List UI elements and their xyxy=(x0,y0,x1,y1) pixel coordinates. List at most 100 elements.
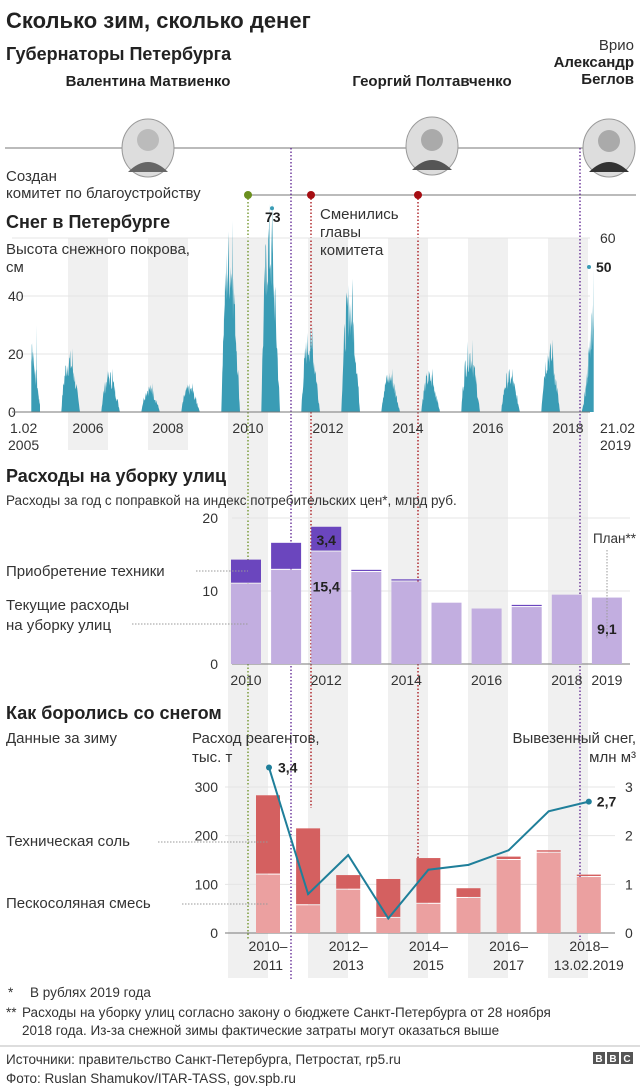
bar-current-2018 xyxy=(551,594,582,664)
bar-current-2012 xyxy=(311,551,342,664)
footnote-2-line2: 2018 года. Из-за снежной зимы фактически… xyxy=(22,1023,499,1038)
y-tick-label-right: 3 xyxy=(625,779,633,795)
snow-area-2012–2013 xyxy=(341,278,360,412)
reagents-ylabel-left-2: тыс. т xyxy=(192,749,232,766)
x-tick-label: 2010– xyxy=(249,938,288,954)
x-tick-label: 2017 xyxy=(493,957,524,973)
snow-removed-point xyxy=(467,863,470,866)
snow-title: Снег в Петербурге xyxy=(6,212,170,232)
governor-beglov-name2: Беглов xyxy=(581,71,634,88)
portrait-matvienko xyxy=(121,118,175,178)
bar-current-2016 xyxy=(471,608,502,664)
bar-sand-salt-2012–2013 xyxy=(336,889,361,933)
x-tick-label: 2016– xyxy=(489,938,528,954)
snow-removed-point xyxy=(387,917,390,920)
year-band xyxy=(468,238,508,978)
x-tick-label: 2016 xyxy=(471,672,502,688)
y-tick-label: 20 xyxy=(202,510,218,526)
bar-current-2019 xyxy=(591,597,622,664)
snow-area-2007–2008 xyxy=(141,383,160,412)
spending-subtitle: Расходы за год с поправкой на индекс пот… xyxy=(6,493,457,508)
snow-area-2018–2019 xyxy=(581,267,594,412)
committee-change-dot xyxy=(414,191,422,199)
bar-current-2013 xyxy=(351,572,382,664)
reagents-ylabel-right-1: Вывезенный снег, xyxy=(513,730,636,747)
x-tick-label: 2010 xyxy=(232,420,263,436)
data-label: 3,4 xyxy=(278,760,298,776)
y-tick-label-right: 2 xyxy=(625,828,633,844)
committee-created-1: Создан xyxy=(6,168,57,185)
year-band xyxy=(148,238,188,450)
svg-text:B: B xyxy=(595,1054,602,1065)
footnote-2-line1: Расходы на уборку улиц согласно закону о… xyxy=(22,1005,551,1020)
x-tick-label: 2014 xyxy=(392,420,423,436)
photo-credit: Фото: Ruslan Shamukov/ITAR-TASS, gov.spb… xyxy=(6,1071,296,1086)
snow-area-2010–2011 xyxy=(261,200,280,412)
bar-tech-2013 xyxy=(351,569,382,572)
x-tick-label: 2008 xyxy=(152,420,183,436)
y-tick-label: 10 xyxy=(202,583,218,599)
bar-salt-2016–2017 xyxy=(496,856,521,859)
snow-max-label: 73 xyxy=(265,209,281,225)
legend-current-1: Текущие расходы xyxy=(6,597,129,614)
bar-salt-2010–2011 xyxy=(256,795,280,874)
x-tick-label: 2011 xyxy=(253,957,283,973)
bar-sand-salt-2014–2015 xyxy=(416,903,441,933)
governor-beglov-prefix: Врио xyxy=(599,37,634,54)
x-tick-label: 2014– xyxy=(409,938,448,954)
bar-current-2017 xyxy=(511,607,542,664)
snow-max-dot xyxy=(270,206,274,211)
y-tick-label: 20 xyxy=(8,346,24,362)
x-tick-label: 2010 xyxy=(230,672,261,688)
y-tick-label-left: 300 xyxy=(195,779,219,795)
x-tick-label: 2018 xyxy=(552,420,583,436)
snow-removed-point xyxy=(585,798,592,805)
reagents-title: Как боролись со снегом xyxy=(6,703,222,723)
svg-text:B: B xyxy=(609,1054,616,1065)
snow-area-2006–2007 xyxy=(101,368,120,412)
bar-sand-salt-2011–2012 xyxy=(296,905,321,933)
snow-removed-point xyxy=(507,849,510,852)
bar-current-2014 xyxy=(391,581,422,664)
portrait-beglov xyxy=(582,118,636,178)
snow-area-2011–2012 xyxy=(301,325,320,412)
bar-sand-salt-2010–2011 xyxy=(256,874,280,933)
bar-salt-2015–2016 xyxy=(456,888,481,897)
footnote-1: В рублях 2019 года xyxy=(30,985,151,1000)
bbc-logo: B B C xyxy=(593,1052,633,1065)
bar-tech-2012 xyxy=(311,526,342,551)
governor-beglov-name1: Александр xyxy=(554,54,634,71)
bar-tech-2011 xyxy=(271,542,302,569)
snow-area-2017–2018 xyxy=(541,339,560,412)
x-tick-label: 2018 xyxy=(551,672,582,688)
governor-matvienko: Валентина Матвиенко xyxy=(66,73,231,90)
y-tick-label-left: 0 xyxy=(210,925,218,941)
snow-area-2016–2017 xyxy=(501,368,520,412)
committee-changed-2: главы xyxy=(320,224,361,241)
committee-created-dot xyxy=(244,191,252,199)
sources: Источники: правительство Санкт-Петербург… xyxy=(6,1052,401,1067)
x-tick-label: 2013 xyxy=(333,957,364,973)
committee-changed-3: комитета xyxy=(320,242,384,259)
x-tick-label: 2016 xyxy=(472,420,503,436)
snow-ylabel-1: Высота снежного покрова, xyxy=(6,241,190,258)
y-tick-label: 0 xyxy=(210,656,218,672)
spending-title: Расходы на уборку улиц xyxy=(6,466,226,486)
y-tick-label-left: 100 xyxy=(195,876,219,892)
x-tick-label: 2012 xyxy=(312,420,343,436)
snow-removed-point xyxy=(307,893,310,896)
data-label: 15,4 xyxy=(313,579,340,595)
bar-current-2015 xyxy=(431,602,462,664)
reagents-ylabel-right-2: млн м³ xyxy=(589,749,636,766)
snow-area-2009–2010 xyxy=(221,220,240,412)
y-tick-label-right: 0 xyxy=(625,925,633,941)
snow-removed-point xyxy=(427,868,430,871)
bar-tech-2017 xyxy=(511,604,542,607)
reagents-ylabel-left-1: Расход реагентов, xyxy=(192,730,320,747)
y-tick-label: 60 xyxy=(600,230,616,246)
y-tick-label-left: 200 xyxy=(195,828,219,844)
legend-current-2: на уборку улиц xyxy=(6,617,111,634)
year-band xyxy=(68,238,108,450)
